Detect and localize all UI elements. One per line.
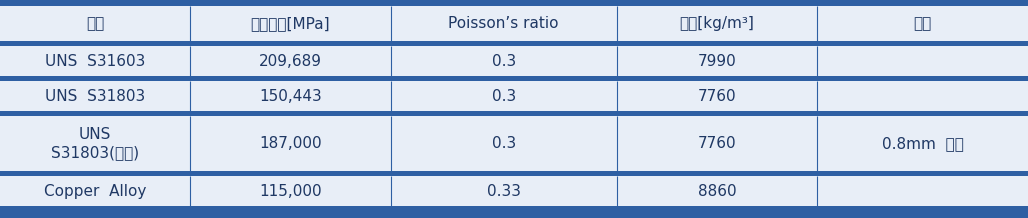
Text: 8860: 8860 (698, 184, 736, 199)
Bar (0, 171, 1028, 176)
Text: 밀도[kg/m³]: 밀도[kg/m³] (680, 16, 755, 31)
Text: UNS
S31803(판재): UNS S31803(판재) (51, 127, 139, 160)
Text: Poisson’s ratio: Poisson’s ratio (448, 16, 559, 31)
Text: 탄성계수[MPa]: 탄성계수[MPa] (251, 16, 330, 31)
Bar (0, 76, 1028, 81)
Text: 209,689: 209,689 (259, 53, 322, 68)
Text: 187,000: 187,000 (259, 136, 322, 151)
Text: UNS  S31603: UNS S31603 (45, 53, 145, 68)
Text: UNS  S31803: UNS S31803 (45, 89, 145, 104)
Text: 7990: 7990 (698, 53, 736, 68)
Bar (0, 6, 1028, 41)
Text: 0.33: 0.33 (486, 184, 521, 199)
Text: 0.3: 0.3 (491, 136, 516, 151)
Bar (0, 46, 1028, 76)
Text: 150,443: 150,443 (259, 89, 322, 104)
Bar (0, 116, 1028, 171)
Bar (0, 41, 1028, 46)
Text: 0.3: 0.3 (491, 53, 516, 68)
Text: 비고: 비고 (914, 16, 931, 31)
Bar (0, 206, 1028, 218)
Text: 0.8mm  판재: 0.8mm 판재 (882, 136, 963, 151)
Text: Copper  Alloy: Copper Alloy (44, 184, 146, 199)
Text: 재료: 재료 (86, 16, 104, 31)
Bar (0, 176, 1028, 206)
Bar (0, 81, 1028, 111)
Bar (0, 111, 1028, 116)
Bar (0, 0, 1028, 6)
Text: 115,000: 115,000 (259, 184, 322, 199)
Text: 7760: 7760 (698, 89, 736, 104)
Text: 0.3: 0.3 (491, 89, 516, 104)
Text: 7760: 7760 (698, 136, 736, 151)
